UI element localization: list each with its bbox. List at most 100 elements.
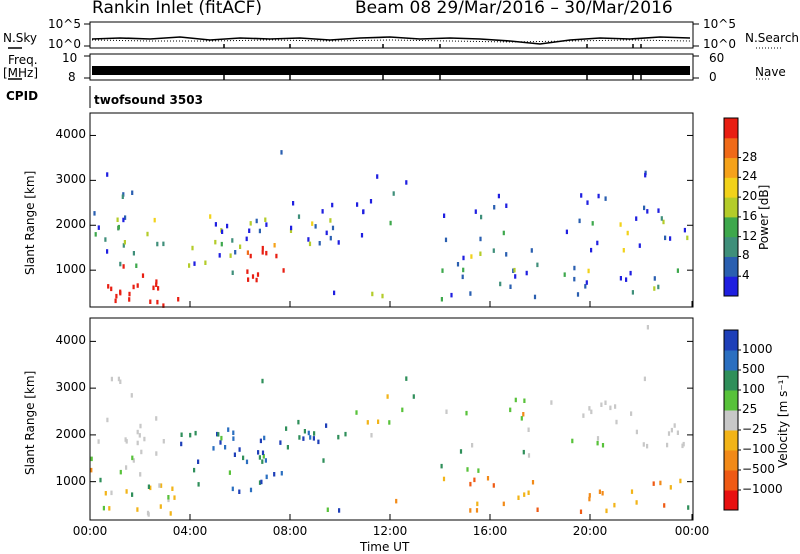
velocity-cell xyxy=(440,463,443,469)
power-cell xyxy=(265,222,268,227)
velocity-cell xyxy=(119,469,122,475)
power-cell xyxy=(480,214,483,220)
power-cell xyxy=(191,245,194,251)
velocity-cell xyxy=(388,420,391,425)
power-cell xyxy=(474,209,477,214)
velocity-cell xyxy=(147,512,150,517)
power-colorbar-segment xyxy=(724,118,738,139)
power-cell xyxy=(509,284,512,289)
power-cell xyxy=(141,273,145,278)
power-cell xyxy=(584,284,587,289)
power-cell xyxy=(573,265,576,271)
x-axis-label: Time UT xyxy=(360,540,410,554)
velocity-cell xyxy=(669,485,672,490)
power-cell xyxy=(461,274,464,280)
velocity-cell xyxy=(259,438,262,444)
power-cell xyxy=(580,193,583,198)
velocity-colorbar-tick-label: −100 xyxy=(742,442,775,456)
power-cell xyxy=(156,299,159,305)
velocity-cell xyxy=(279,440,282,445)
power-cell xyxy=(135,263,138,268)
power-cell xyxy=(146,231,149,237)
velocity-cell xyxy=(143,436,146,442)
velocity-cell xyxy=(536,507,539,512)
power-cell xyxy=(653,276,656,281)
power-cell xyxy=(502,230,505,236)
velocity-cell xyxy=(459,449,463,454)
power-cell xyxy=(229,253,232,258)
velocity-colorbar-segment xyxy=(724,450,738,471)
power-cell xyxy=(261,245,264,251)
velocity-cell xyxy=(232,430,235,435)
velocity-cell xyxy=(523,492,526,497)
power-cell xyxy=(214,222,217,227)
velocity-cell xyxy=(596,436,600,441)
velocity-ytick-label: 4000 xyxy=(55,333,86,348)
velocity-ytick-label: 3000 xyxy=(55,380,86,395)
x-tick-label: 00:00 xyxy=(674,524,710,538)
power-cell xyxy=(156,241,159,247)
power-cell xyxy=(644,172,647,178)
power-cell xyxy=(209,214,212,219)
power-cell xyxy=(265,250,268,256)
velocity-cell xyxy=(604,400,607,405)
power-cell xyxy=(585,280,588,285)
power-cell xyxy=(162,241,165,247)
velocity-cell xyxy=(522,449,525,455)
velocity-colorbar-segment xyxy=(724,350,738,371)
power-cell xyxy=(261,250,264,255)
velocity-cell xyxy=(131,492,134,497)
velocity-cell xyxy=(635,500,638,505)
velocity-cell xyxy=(264,458,267,463)
velocity-cell xyxy=(676,430,679,435)
nsky-label: N.Sky xyxy=(3,31,38,45)
velocity-cell xyxy=(217,432,220,437)
velocity-cell xyxy=(102,505,105,511)
x-tick-label: 08:00 xyxy=(272,524,308,538)
velocity-cell xyxy=(193,467,196,473)
velocity-cell xyxy=(220,435,223,441)
power-cell xyxy=(653,286,656,291)
velocity-cell xyxy=(317,439,320,445)
power-colorbar-segment xyxy=(724,157,738,178)
power-cell xyxy=(221,229,224,234)
x-tick-label: 20:00 xyxy=(572,524,608,538)
power-cell xyxy=(308,241,312,247)
nsearch-tick-bottom: 10^0 xyxy=(703,37,736,51)
velocity-cell xyxy=(158,483,161,488)
power-cell xyxy=(456,262,460,267)
velocity-cell xyxy=(302,436,305,441)
velocity-cell xyxy=(155,416,158,421)
power-cell xyxy=(226,223,229,229)
power-cell xyxy=(321,209,324,214)
power-cell xyxy=(664,235,667,241)
power-ylabel: Slant Range [km] xyxy=(23,170,37,275)
power-cell xyxy=(596,240,599,246)
velocity-cell xyxy=(337,434,340,440)
velocity-cell xyxy=(514,397,517,403)
power-cell xyxy=(590,247,593,253)
velocity-cell xyxy=(180,441,183,447)
power-cell xyxy=(245,236,248,242)
velocity-cell xyxy=(106,417,109,423)
velocity-cell xyxy=(338,508,341,513)
velocity-cell xyxy=(132,458,135,463)
velocity-cell xyxy=(412,394,415,399)
power-cell xyxy=(325,230,328,236)
velocity-ytick-label: 1000 xyxy=(55,473,86,488)
velocity-cell xyxy=(609,405,612,411)
velocity-cell xyxy=(670,427,673,433)
velocity-cell xyxy=(502,501,505,507)
velocity-cell xyxy=(326,507,329,512)
power-cell xyxy=(462,255,465,261)
power-cell xyxy=(441,268,444,273)
power-cell xyxy=(479,236,482,242)
power-cell xyxy=(246,250,249,255)
velocity-cell xyxy=(571,438,574,444)
power-cell xyxy=(513,267,516,273)
velocity-cell xyxy=(679,478,682,484)
power-cells xyxy=(93,150,689,308)
power-cell xyxy=(239,244,242,249)
velocity-cell xyxy=(286,445,289,450)
power-cell xyxy=(683,227,686,233)
